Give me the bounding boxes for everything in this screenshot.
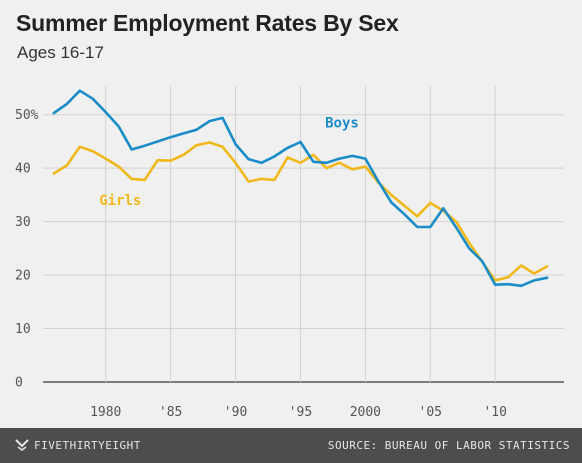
y-tick-label: 50%	[15, 108, 39, 123]
x-tick-label: '10	[483, 405, 506, 420]
x-tick-label: '95	[289, 405, 312, 420]
line-chart: 0 10 20 30 40 50% 1980 '85 '90 '95 2000 '05 '10 Boys…	[15, 86, 564, 420]
chart-subtitle: Ages 16-17	[17, 43, 104, 62]
footer-bar: FIVETHIRTYEIGHT SOURCE: BUREAU OF LABOR …	[0, 428, 582, 463]
series-line-boys	[52, 89, 549, 288]
y-tick-label: 20	[15, 269, 31, 284]
axis-ticks: 0 10 20 30 40 50% 1980 '85 '90 '95 2000 '05 '10	[15, 108, 507, 420]
series-line-girls	[52, 141, 549, 282]
series-label-boys: Boys	[325, 116, 359, 132]
x-tick-label: '05	[419, 405, 442, 420]
series-lines	[52, 89, 549, 288]
chart-title: Summer Employment Rates By Sex	[16, 10, 399, 36]
source-note: SOURCE: BUREAU OF LABOR STATISTICS	[327, 439, 570, 452]
y-tick-label: 0	[15, 376, 23, 391]
y-tick-label: 30	[15, 215, 31, 230]
brand-name: FIVETHIRTYEIGHT	[34, 439, 141, 452]
fivethirtyeight-logo-icon	[15, 437, 29, 456]
y-tick-label: 10	[15, 322, 31, 337]
x-tick-label: 1980	[90, 405, 121, 420]
x-tick-label: '90	[224, 405, 247, 420]
x-tick-label: 2000	[350, 405, 381, 420]
grid-lines	[43, 86, 564, 383]
series-label-girls: Girls	[99, 193, 141, 209]
y-tick-label: 40	[15, 162, 31, 177]
x-tick-label: '85	[159, 405, 182, 420]
series-labels: Boys Girls	[99, 116, 359, 210]
